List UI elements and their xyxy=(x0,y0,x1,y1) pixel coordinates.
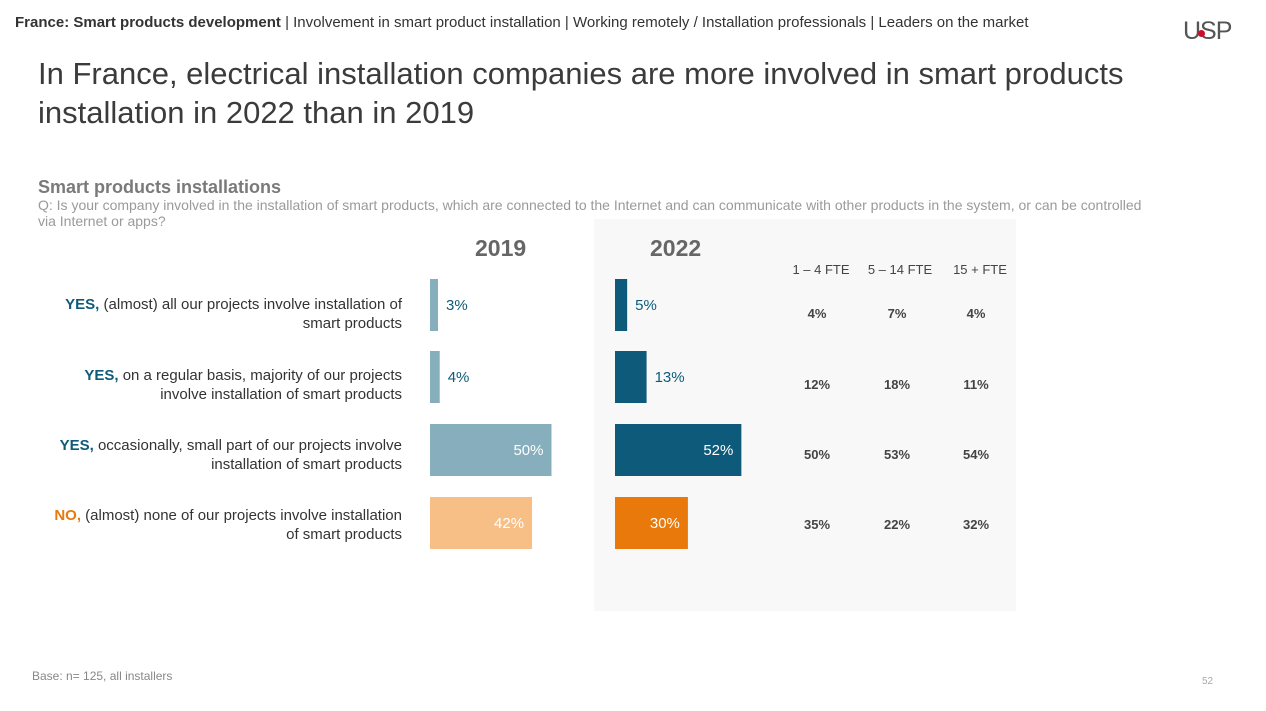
logo-text: USP xyxy=(1183,17,1232,45)
row-label-all: YES, (almost) all our projects involve i… xyxy=(40,295,402,333)
size-cell: 22% xyxy=(883,517,911,532)
row-label-text: on a regular basis, majority of our proj… xyxy=(118,367,402,403)
row-label-lead: YES, xyxy=(84,367,119,384)
section-subtitle: Smart products installations xyxy=(38,177,282,197)
bar-2022-row-1 xyxy=(615,279,628,331)
size-cell: 32% xyxy=(962,517,990,532)
year-header-2022: 2022 xyxy=(650,235,702,261)
bar-label-2019-row-1: 3% xyxy=(446,297,468,314)
page-title: In France, electrical installation compa… xyxy=(38,56,1124,130)
size-cell: 4% xyxy=(966,306,986,321)
bar-2022-row-2 xyxy=(615,351,647,403)
base-footnote: Base: n= 125, all installers xyxy=(32,669,173,683)
bar-2019-row-1 xyxy=(430,279,438,331)
bar-2019-row-2 xyxy=(430,351,440,403)
row-label-lead: NO, xyxy=(54,507,81,524)
row-label-lead: YES, xyxy=(65,296,100,313)
breadcrumb-trail: | Involvement in smart product installat… xyxy=(280,14,1029,31)
bar-label-2022-row-2: 13% xyxy=(655,369,685,386)
size-cell: 18% xyxy=(883,377,911,392)
size-header-15plus: 15 + FTE xyxy=(953,262,1007,277)
bar-2019-row-4 xyxy=(430,497,533,549)
breadcrumb-current: France: Smart products development xyxy=(15,14,281,31)
size-header-5-14: 5 – 14 FTE xyxy=(867,262,933,277)
size-cell: 54% xyxy=(962,447,990,462)
usp-logo: USP xyxy=(1183,17,1232,46)
size-header-1-4: 1 – 4 FTE xyxy=(792,262,850,277)
bar-2022-row-3 xyxy=(615,424,742,476)
row-label-majority: YES, on a regular basis, majority of our… xyxy=(40,366,402,404)
row-label-text: (almost) none of our projects involve in… xyxy=(81,507,402,543)
size-cell: 53% xyxy=(883,447,911,462)
bar-2022-row-4 xyxy=(615,497,688,549)
size-cell: 11% xyxy=(963,377,989,392)
bar-label-2022-row-3: 52% xyxy=(703,442,733,459)
row-label-text: occasionally, small part of our projects… xyxy=(93,437,402,473)
size-cell: 7% xyxy=(887,306,907,321)
row-label-none: NO, (almost) none of our projects involv… xyxy=(40,506,402,544)
bar-label-2019-row-3: 50% xyxy=(513,442,543,459)
bar-label-2019-row-4: 42% xyxy=(494,515,524,532)
breadcrumb: France: Smart products development | Inv… xyxy=(15,14,1029,31)
logo-dot-icon xyxy=(1198,30,1205,37)
size-cell: 35% xyxy=(803,517,831,532)
bar-label-2019-row-2: 4% xyxy=(448,369,470,386)
survey-question: Q: Is your company involved in the insta… xyxy=(38,197,1142,229)
size-cell: 50% xyxy=(803,447,831,462)
row-label-text: (almost) all our projects involve instal… xyxy=(99,296,402,332)
size-cell: 4% xyxy=(807,306,827,321)
page-number: 52 xyxy=(1202,676,1214,687)
year-header-2019: 2019 xyxy=(475,235,527,261)
bar-2019-row-3 xyxy=(430,424,552,476)
size-cell: 12% xyxy=(803,377,831,392)
bar-label-2022-row-1: 5% xyxy=(635,297,657,314)
row-label-lead: YES, xyxy=(59,437,94,454)
bar-label-2022-row-4: 30% xyxy=(650,515,680,532)
row-label-occasional: YES, occasionally, small part of our pro… xyxy=(40,436,402,474)
